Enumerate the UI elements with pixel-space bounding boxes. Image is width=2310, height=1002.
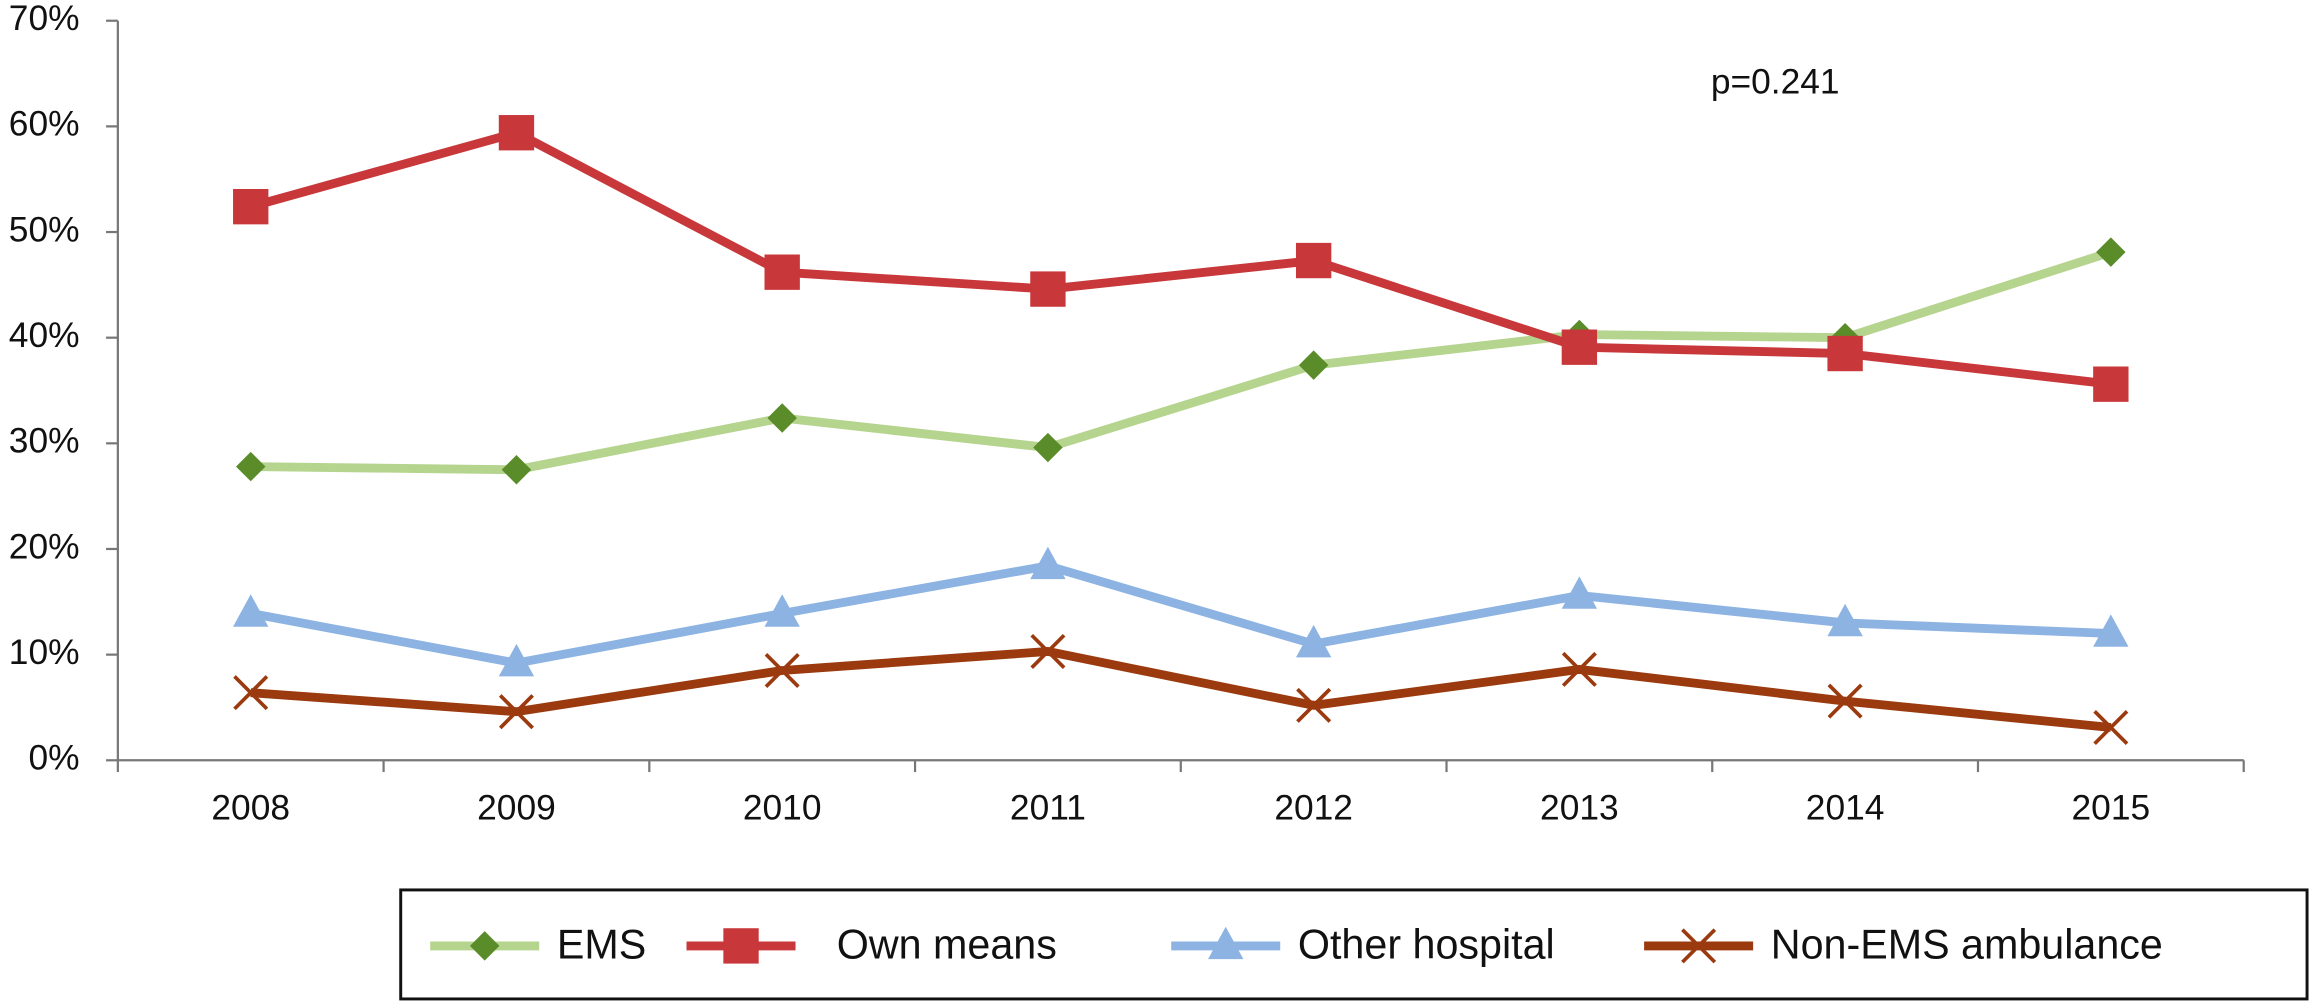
marker-cross <box>233 675 269 711</box>
marker <box>1827 683 1863 719</box>
marker <box>1561 329 1598 365</box>
marker <box>764 594 800 627</box>
y-tick-label: 10% <box>9 633 80 672</box>
x-tick-label: 2014 <box>1806 789 1885 828</box>
marker <box>233 594 269 627</box>
marker <box>2093 614 2129 647</box>
marker <box>723 928 759 964</box>
y-tick-label: 40% <box>9 316 80 355</box>
x-tick-label: 2010 <box>743 789 822 828</box>
y-tick-label: 20% <box>9 527 80 566</box>
x-tick-label: 2009 <box>477 789 556 828</box>
legend-box <box>399 888 2309 1001</box>
y-tick-label: 50% <box>9 210 80 249</box>
marker-cross <box>1827 683 1863 719</box>
marker <box>1208 926 1244 960</box>
marker <box>2096 237 2126 267</box>
marker <box>235 451 266 482</box>
marker <box>469 931 500 961</box>
marker-cross <box>2093 710 2129 746</box>
marker <box>233 675 269 711</box>
series-line <box>249 561 2112 668</box>
series-line <box>249 128 2112 389</box>
y-tick-label: 70% <box>9 0 80 38</box>
marker <box>498 115 535 151</box>
marker <box>2093 366 2129 402</box>
marker <box>1561 576 1598 609</box>
x-tick-label: 2015 <box>2072 789 2151 828</box>
marker-cross <box>764 652 800 688</box>
marker <box>1681 928 1717 964</box>
x-tick-label: 2012 <box>1274 789 1353 828</box>
y-tick-label: 0% <box>28 739 79 778</box>
marker-cross <box>1296 687 1332 723</box>
marker <box>764 254 800 290</box>
legend-label: Own means <box>837 921 1057 967</box>
series-line <box>250 247 2113 475</box>
marker <box>2093 710 2129 746</box>
marker-cross <box>1561 651 1597 687</box>
marker <box>1033 432 1063 463</box>
marker <box>1827 335 1863 372</box>
legend-label: EMS <box>557 921 646 967</box>
marker <box>1298 350 1329 380</box>
marker <box>1295 624 1332 658</box>
annotation: p=0.241 <box>1711 62 1840 101</box>
marker <box>1827 603 1863 637</box>
marker-cross <box>498 694 534 730</box>
marker <box>1296 687 1332 723</box>
marker-cross <box>1681 928 1717 964</box>
marker <box>1295 242 1332 279</box>
marker <box>1030 271 1066 307</box>
y-tick-label: 60% <box>9 105 80 144</box>
legend-item: Non-EMS ambulance <box>1644 921 2163 967</box>
legend-item: Own means <box>686 921 1057 967</box>
marker <box>498 694 534 730</box>
marker <box>501 455 532 485</box>
series-line <box>250 647 2112 732</box>
y-tick-label: 30% <box>9 422 80 461</box>
marker-cross <box>1030 633 1066 669</box>
legend-label: Other hospital <box>1298 921 1555 967</box>
legend-item: Other hospital <box>1171 921 1555 967</box>
x-tick-label: 2011 <box>1010 789 1086 828</box>
marker <box>498 643 535 677</box>
marker <box>1030 633 1066 669</box>
legend-item: EMS <box>430 921 646 967</box>
marker <box>767 403 797 433</box>
legend-label: Non-EMS ambulance <box>1771 921 2163 967</box>
x-tick-label: 2008 <box>211 789 290 828</box>
marker <box>1030 546 1066 580</box>
x-tick-label: 2013 <box>1540 789 1619 828</box>
marker <box>233 188 269 225</box>
marker <box>764 652 800 688</box>
marker <box>1561 651 1597 687</box>
